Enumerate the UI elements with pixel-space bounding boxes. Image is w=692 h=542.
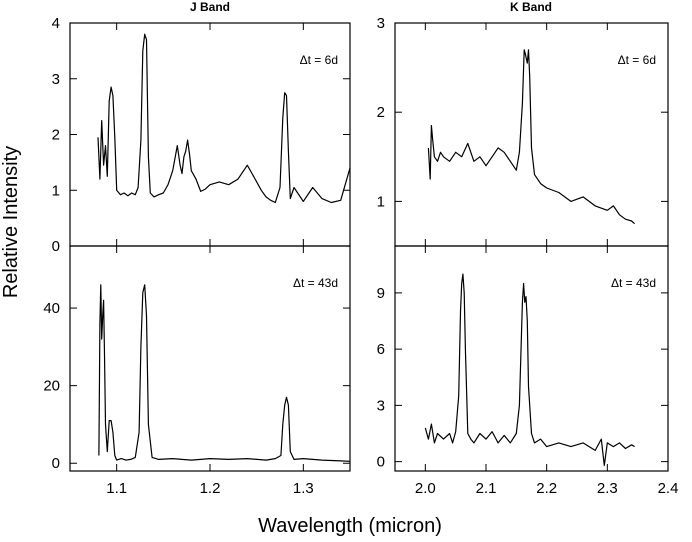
x-tick-label-k43: 2.0 — [415, 480, 436, 497]
panel-k6: 1 2 3 Δt = 6d — [377, 15, 669, 247]
x-tick-label-k43: 2.4 — [658, 480, 679, 497]
x-tick-label-j43: 1.2 — [200, 480, 221, 497]
y-tick-label-j43: 0 — [52, 455, 60, 472]
y-tick-label-k6: 1 — [377, 193, 385, 210]
y-tick-label-j6: 4 — [52, 15, 60, 32]
y-tick-label-k43: 3 — [377, 397, 385, 414]
y-tick-label-k6: 3 — [377, 15, 385, 32]
y-tick-label-k43: 9 — [377, 285, 385, 302]
x-tick-label-k43: 2.3 — [597, 480, 618, 497]
y-tick-label-j43: 40 — [43, 300, 60, 317]
x-tick-label-j43: 1.3 — [293, 480, 314, 497]
y-axis-label: Relative Intensity — [0, 146, 22, 298]
y-tick-label-j6: 1 — [52, 182, 60, 199]
x-tick-label-j43: 1.1 — [106, 480, 127, 497]
y-tick-label-j6: 0 — [52, 238, 60, 255]
x-tick-label-k43: 2.2 — [536, 480, 557, 497]
x-axis-label: Wavelength (micron) — [258, 515, 442, 537]
x-tick-label-k43: 2.1 — [476, 480, 497, 497]
k-band-title: K Band — [510, 0, 552, 14]
spectrum-line-j6 — [97, 33, 351, 204]
y-tick-label-k43: 6 — [377, 341, 385, 358]
y-tick-label-k6: 2 — [377, 104, 385, 121]
panel-k43: 0 3 6 9 2.0 2.1 2.2 2.3 2.4 Δt = 43d — [377, 245, 679, 497]
j-band-title: J Band — [190, 0, 230, 14]
delta-t-label-j43: Δt = 43d — [293, 276, 338, 290]
y-tick-label-j43: 20 — [43, 378, 60, 395]
delta-t-label-k43: Δt = 43d — [611, 276, 656, 290]
delta-t-label-j6: Δt = 6d — [300, 53, 338, 67]
panels-group: 0 1 2 3 4 Δt = 6d 1 2 3 Δt = 6d 0 20 40 1.1 1.2 1.3 Δt =… — [43, 15, 678, 497]
panel-j43: 0 20 40 1.1 1.2 1.3 Δt = 43d — [43, 245, 351, 497]
spectrum-line-k6 — [427, 49, 636, 225]
y-tick-label-j6: 2 — [52, 127, 60, 144]
spectrum-line-j43 — [98, 284, 351, 462]
y-tick-label-k43: 0 — [377, 454, 385, 471]
spectrum-line-k43 — [424, 273, 635, 466]
panel-frame-k43 — [394, 245, 669, 472]
panel-j6: 0 1 2 3 4 Δt = 6d — [52, 15, 351, 255]
y-tick-label-j6: 3 — [52, 71, 60, 88]
delta-t-label-k6: Δt = 6d — [618, 53, 656, 67]
